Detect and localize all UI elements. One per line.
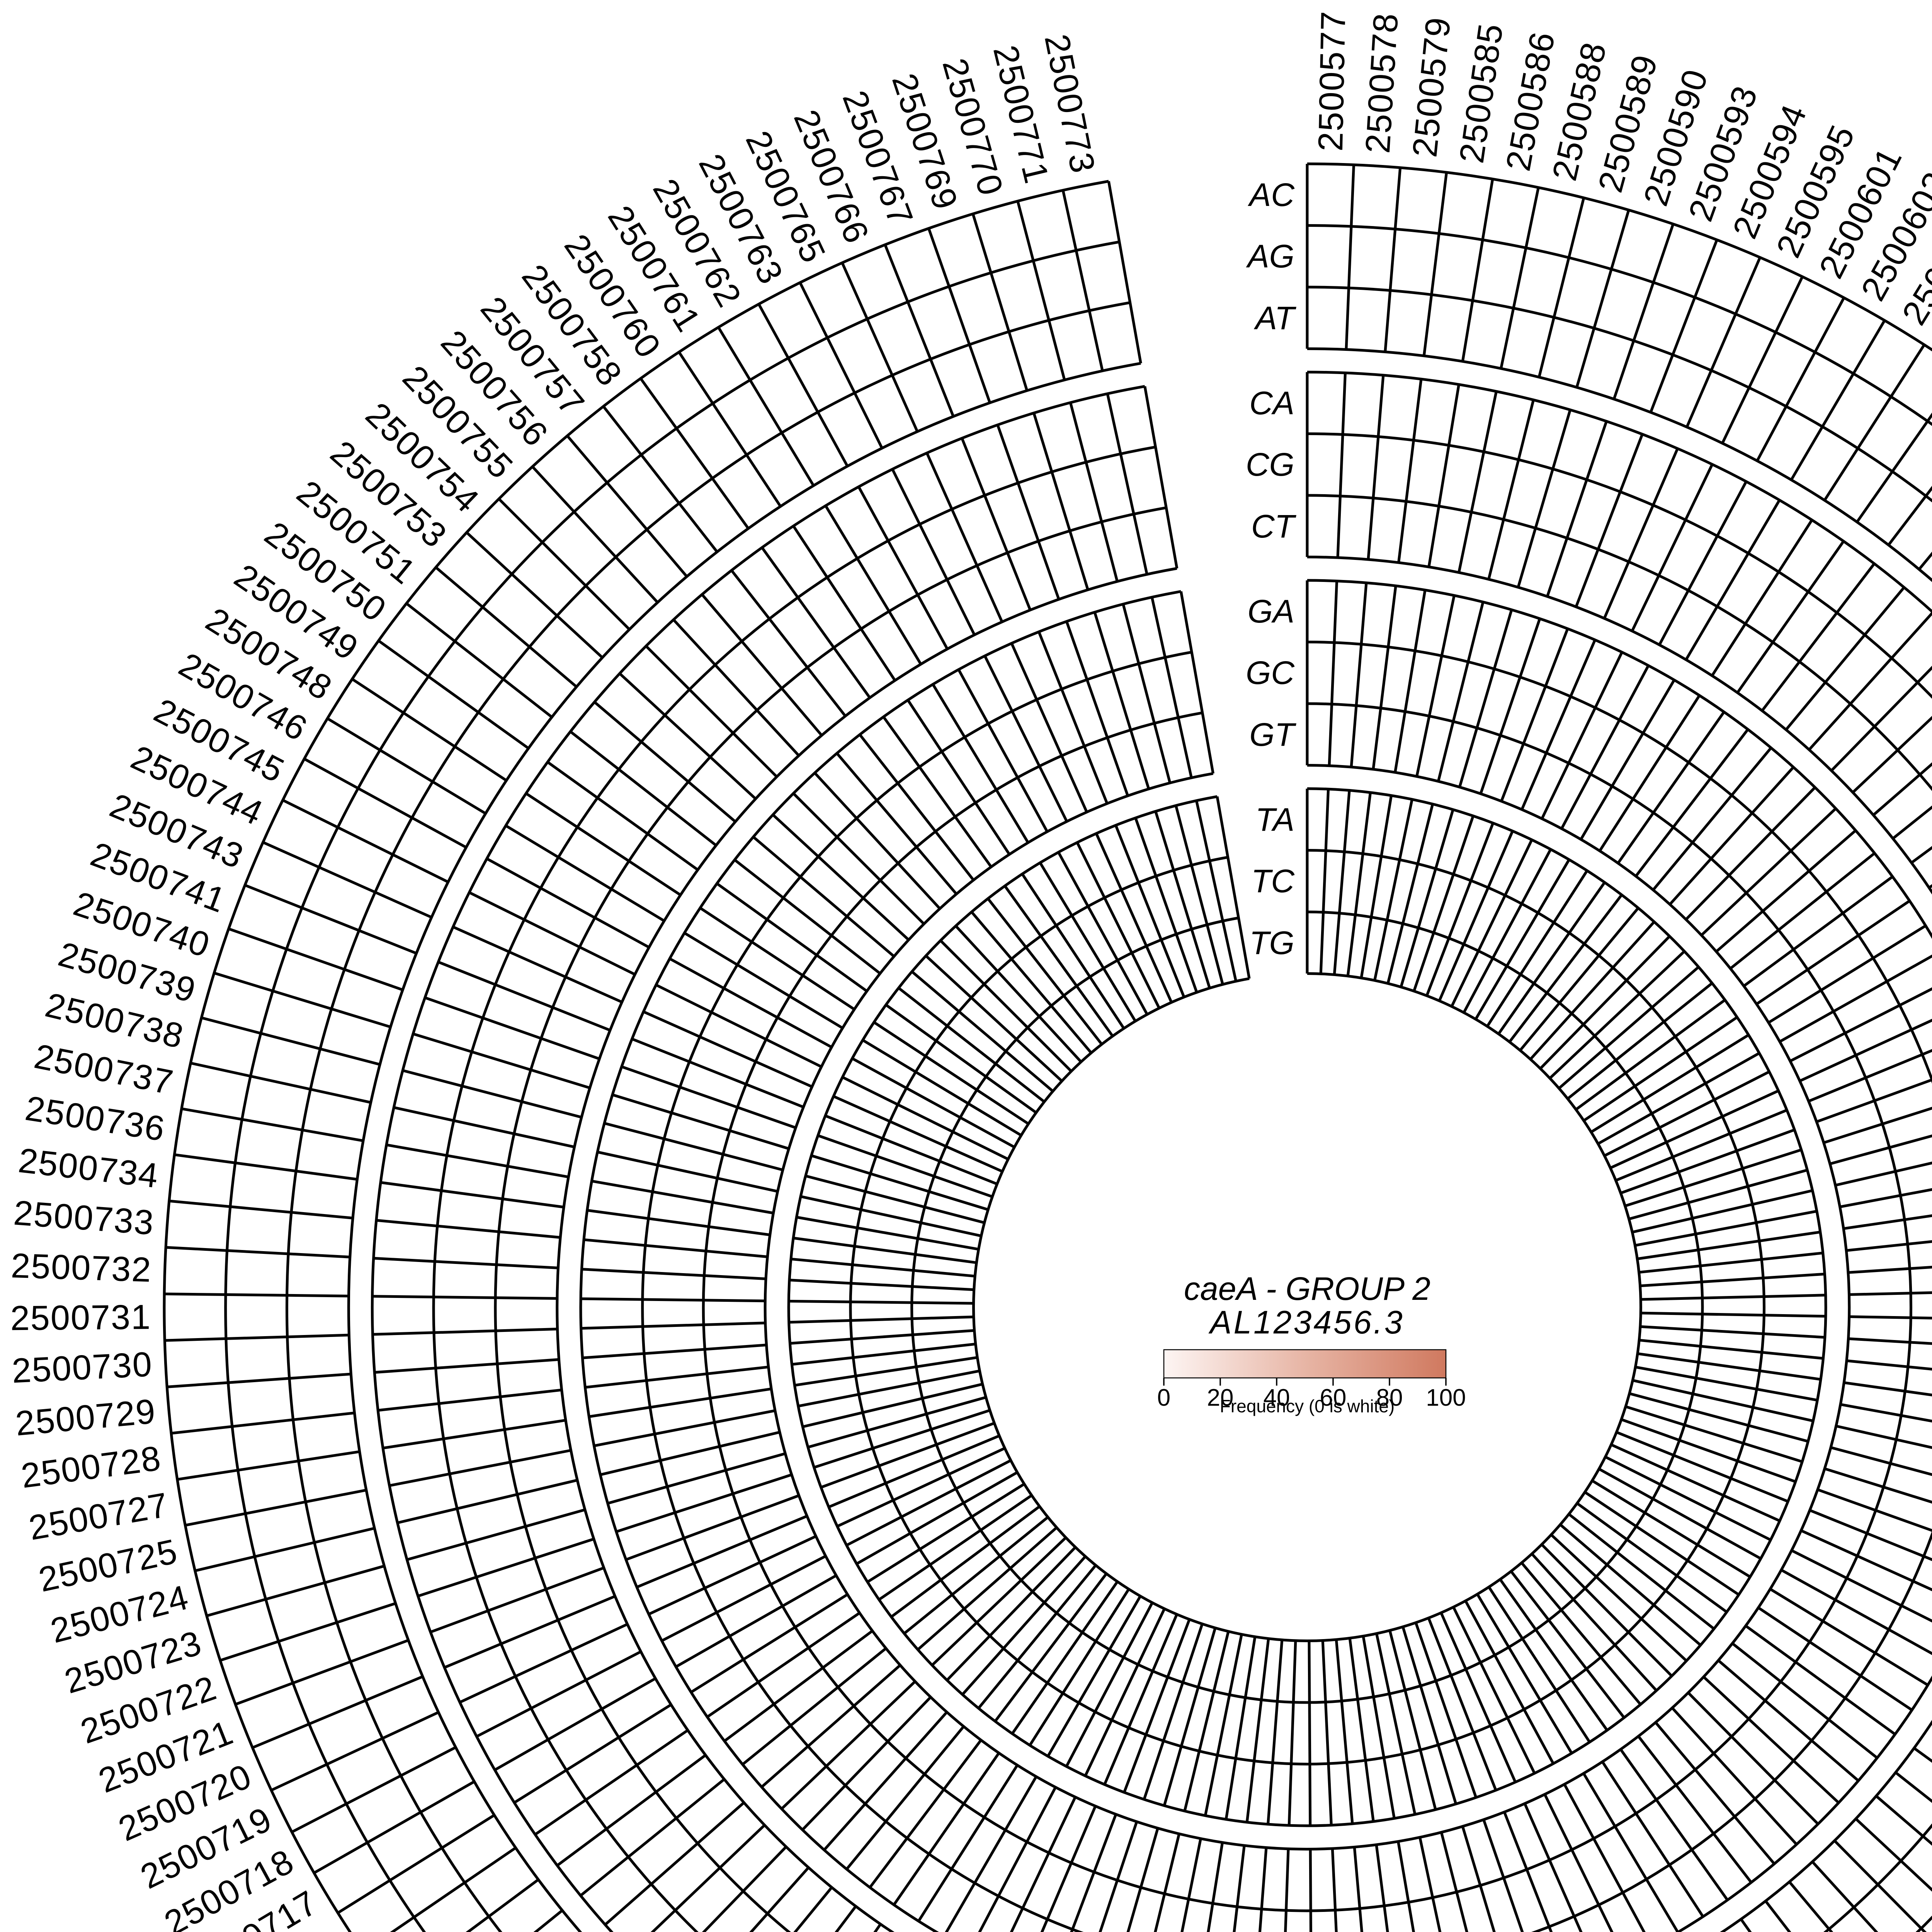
svg-text:TA: TA	[1255, 801, 1294, 838]
svg-text:60: 60	[1320, 1384, 1347, 1411]
svg-text:100: 100	[1426, 1384, 1466, 1411]
svg-text:AG: AG	[1246, 238, 1294, 274]
svg-text:20: 20	[1207, 1384, 1234, 1411]
svg-text:AT: AT	[1253, 300, 1297, 336]
svg-text:Frequency (0 is white): Frequency (0 is white)	[1220, 1396, 1395, 1416]
svg-text:2500732: 2500732	[10, 1247, 152, 1289]
svg-text:CG: CG	[1246, 446, 1294, 483]
svg-text:CT: CT	[1251, 508, 1297, 544]
svg-text:0: 0	[1157, 1384, 1170, 1411]
svg-text:CA: CA	[1249, 385, 1294, 421]
svg-text:2500731: 2500731	[10, 1298, 151, 1338]
svg-text:TG: TG	[1249, 925, 1294, 961]
svg-text:AC: AC	[1247, 177, 1295, 213]
svg-text:GA: GA	[1248, 593, 1294, 629]
svg-text:80: 80	[1376, 1384, 1403, 1411]
svg-text:caeA - GROUP 2: caeA - GROUP 2	[1184, 1270, 1430, 1307]
svg-text:40: 40	[1264, 1384, 1290, 1411]
svg-text:GC: GC	[1246, 655, 1295, 691]
svg-text:2500730: 2500730	[11, 1345, 153, 1391]
svg-text:2500577: 2500577	[1311, 10, 1353, 151]
svg-text:GT: GT	[1249, 716, 1296, 753]
svg-text:AL123456.3: AL123456.3	[1208, 1304, 1404, 1340]
svg-text:TC: TC	[1251, 863, 1295, 899]
svg-text:2500578: 2500578	[1359, 12, 1406, 155]
